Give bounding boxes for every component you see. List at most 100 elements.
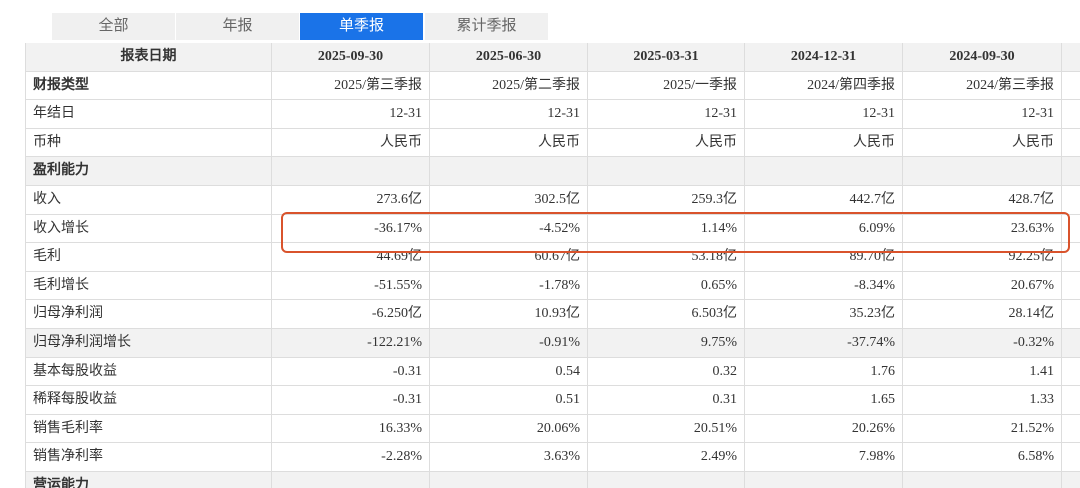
section-cell <box>588 472 745 488</box>
table-cell: 3.63% <box>430 443 588 472</box>
table-cell <box>1062 329 1080 358</box>
table-cell: 428.7亿 <box>903 186 1062 215</box>
table-cell: 1.76 <box>745 357 903 387</box>
table-cell: 60.67亿 <box>430 243 588 272</box>
section-cell <box>1062 472 1080 488</box>
table-cell: 销售净利率 <box>25 443 272 472</box>
table-cell: 7.98% <box>745 443 903 472</box>
table-cell: -2.28% <box>272 443 430 472</box>
table-cell: -37.74% <box>745 329 903 358</box>
table-cell <box>1062 72 1080 101</box>
table-cell <box>1062 129 1080 158</box>
table-cell: 273.6亿 <box>272 186 430 215</box>
section-cell <box>745 157 903 186</box>
table-cell: 归母净利润 <box>25 300 272 329</box>
table-cell: 人民币 <box>430 128 588 158</box>
header-cell: 2025-09-30 <box>272 43 430 72</box>
table-cell: 20.06% <box>430 414 588 444</box>
table-cell: 2024/第四季报 <box>745 71 903 101</box>
table-cell: 收入增长 <box>25 214 272 244</box>
table-cell: 年结日 <box>25 100 272 129</box>
table-cell: 人民币 <box>588 128 745 158</box>
table-cell: 1.65 <box>745 386 903 415</box>
table-cell: 毛利 <box>25 243 272 272</box>
header-cell: 2025-06-30 <box>430 43 588 72</box>
table-cell: 6.503亿 <box>588 300 745 329</box>
table-cell: 20.51% <box>588 414 745 444</box>
table-cell: 收入 <box>25 186 272 215</box>
table-cell <box>1062 300 1080 329</box>
table-cell: 基本每股收益 <box>25 357 272 387</box>
table-cell: 1.33 <box>903 386 1062 415</box>
section-cell <box>430 472 588 488</box>
table-cell: 20.26% <box>745 414 903 444</box>
table-cell: 12-31 <box>745 100 903 129</box>
table-cell: 20.67% <box>903 271 1062 301</box>
table-cell: 2025/第二季报 <box>430 71 588 101</box>
table-cell: 币种 <box>25 128 272 158</box>
section-cell <box>430 157 588 186</box>
table-cell: 12-31 <box>430 100 588 129</box>
table-cell: 1.41 <box>903 357 1062 387</box>
table-cell: 9.75% <box>588 329 745 358</box>
table-cell <box>1062 186 1080 215</box>
table-cell: -0.91% <box>430 329 588 358</box>
header-cell: 2024-12-31 <box>745 43 903 72</box>
table-cell: 1.14% <box>588 214 745 244</box>
table-cell: 302.5亿 <box>430 186 588 215</box>
header-cell: 2025-03-31 <box>588 43 745 72</box>
table-cell: -0.31 <box>272 357 430 387</box>
table-cell <box>1062 386 1080 415</box>
table-cell: 0.32 <box>588 357 745 387</box>
table-cell: 89.70亿 <box>745 243 903 272</box>
table-cell: 2.49% <box>588 443 745 472</box>
section-cell: 盈利能力 <box>25 157 272 186</box>
table-cell: 2024/第三季报 <box>903 71 1062 101</box>
table-cell: 2025/一季报 <box>588 71 745 101</box>
table-cell: 28.14亿 <box>903 300 1062 329</box>
table-cell: 23.63% <box>903 214 1062 244</box>
table-cell: 12-31 <box>272 100 430 129</box>
table-cell: -6.250亿 <box>272 300 430 329</box>
table-cell: 6.09% <box>745 214 903 244</box>
section-cell: 营运能力 <box>25 472 272 488</box>
tab[interactable]: 单季报 <box>300 13 423 40</box>
table-cell: 0.51 <box>430 386 588 415</box>
section-cell <box>1062 157 1080 186</box>
table-cell: 12-31 <box>903 100 1062 129</box>
section-cell <box>903 157 1062 186</box>
table-cell: 21.52% <box>903 414 1062 444</box>
tab[interactable]: 累计季报 <box>425 13 548 40</box>
table-cell: 53.18亿 <box>588 243 745 272</box>
table-cell: -0.32% <box>903 329 1062 358</box>
table-cell: -122.21% <box>272 329 430 358</box>
table-cell: 44.69亿 <box>272 243 430 272</box>
table-cell: 442.7亿 <box>745 186 903 215</box>
table-cell: 销售毛利率 <box>25 414 272 444</box>
header-cell <box>1062 43 1080 72</box>
table-cell: 稀释每股收益 <box>25 386 272 415</box>
section-cell <box>272 472 430 488</box>
table-cell: 10.93亿 <box>430 300 588 329</box>
table-cell <box>1062 215 1080 244</box>
table-cell <box>1062 243 1080 272</box>
header-cell: 报表日期 <box>25 43 272 72</box>
section-cell <box>903 472 1062 488</box>
section-cell <box>588 157 745 186</box>
table-cell <box>1062 100 1080 129</box>
table-cell: 92.25亿 <box>903 243 1062 272</box>
table-cell: -36.17% <box>272 214 430 244</box>
table-cell: 259.3亿 <box>588 186 745 215</box>
table-cell: 人民币 <box>903 128 1062 158</box>
table-cell: 毛利增长 <box>25 271 272 301</box>
table-cell: 0.54 <box>430 357 588 387</box>
table-cell <box>1062 272 1080 301</box>
table-cell <box>1062 358 1080 387</box>
tab[interactable]: 全部 <box>52 13 175 40</box>
header-cell: 2024-09-30 <box>903 43 1062 72</box>
table-cell: -8.34% <box>745 271 903 301</box>
table-cell: 0.65% <box>588 271 745 301</box>
table-cell: 归母净利润增长 <box>25 329 272 358</box>
tab[interactable]: 年报 <box>176 13 299 40</box>
